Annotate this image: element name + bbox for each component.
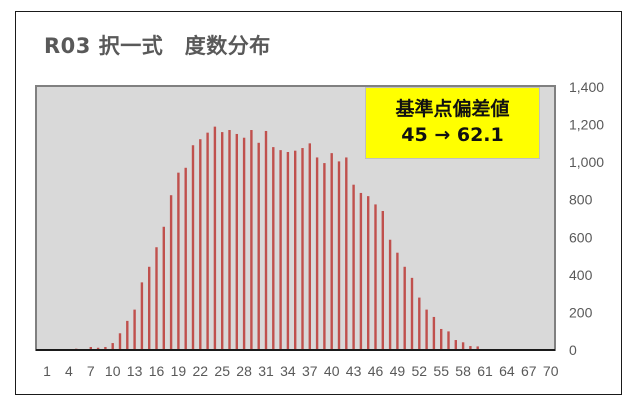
bar [221, 132, 224, 350]
y-tick-label: 1,000 [569, 154, 604, 170]
bar [476, 346, 479, 350]
x-tick-label: 34 [280, 363, 296, 379]
bar [345, 157, 348, 350]
bar [111, 343, 114, 350]
bar [148, 266, 151, 350]
bar [140, 282, 144, 350]
x-tick-label: 64 [499, 363, 515, 379]
bar [301, 148, 304, 350]
bar [96, 347, 100, 350]
bar [388, 239, 392, 350]
bar [454, 340, 457, 350]
x-tick-label: 28 [236, 363, 252, 379]
bar [359, 192, 363, 350]
chart-title: R03 択一式 度数分布 [44, 34, 271, 58]
bar [213, 126, 217, 350]
bar [199, 139, 202, 350]
y-tick-label: 0 [569, 342, 577, 358]
y-tick-label: 1,200 [569, 117, 604, 133]
bar [133, 309, 136, 350]
x-tick-label: 19 [171, 363, 187, 379]
bar [228, 130, 231, 350]
bar [315, 157, 319, 350]
bar [337, 161, 341, 350]
y-tick-label: 400 [569, 267, 593, 283]
bar [447, 331, 450, 350]
x-tick-label: 7 [87, 363, 95, 379]
bar [250, 130, 253, 350]
x-tick-label: 25 [214, 363, 230, 379]
bar [264, 130, 268, 350]
x-tick-label: 49 [390, 363, 406, 379]
bar [104, 346, 107, 350]
callout-value: 45 → 62.1 [401, 124, 504, 146]
x-tick-label: 4 [65, 363, 73, 379]
bar [235, 133, 238, 350]
x-tick-label: 16 [149, 363, 165, 379]
x-tick-label: 22 [193, 363, 209, 379]
bar [206, 132, 209, 350]
bar [330, 153, 333, 350]
x-tick-label: 58 [455, 363, 471, 379]
bar [461, 342, 465, 350]
bar [286, 152, 290, 350]
bar [396, 252, 399, 350]
bar [403, 266, 406, 350]
bar [162, 226, 165, 350]
x-tick-label: 37 [302, 363, 318, 379]
x-tick-label: 10 [105, 363, 121, 379]
x-tick-label: 70 [543, 363, 559, 379]
bar [257, 142, 260, 350]
bar [374, 204, 377, 350]
bar [410, 277, 414, 350]
y-tick-label: 800 [569, 192, 593, 208]
bar [381, 210, 384, 350]
bar [126, 320, 129, 350]
x-tick-label: 55 [433, 363, 449, 379]
y-tick-label: 1,400 [569, 79, 604, 95]
bars-group [67, 126, 487, 351]
x-tick-label: 31 [258, 363, 274, 379]
x-tick-label: 67 [521, 363, 537, 379]
callout-title: 基準点偏差値 [395, 98, 510, 120]
bar [118, 333, 122, 350]
bar [272, 147, 275, 350]
bar [440, 328, 443, 350]
bar [432, 316, 436, 350]
x-axis-labels: 1 4 7 10 13 16 19 22 25 28 31 34 37 40 43 46 49 52 55 58 61 6… [43, 363, 559, 379]
bar [89, 346, 92, 350]
bar [308, 143, 311, 350]
bar [177, 172, 180, 350]
bar [352, 184, 355, 350]
bar [279, 150, 282, 350]
bar [184, 167, 187, 350]
bar [469, 346, 472, 351]
bar [294, 150, 297, 350]
bar [367, 196, 370, 350]
bar [418, 297, 421, 350]
cutoff-score-callout: 基準点偏差値 45 → 62.1 [365, 87, 540, 159]
bar [242, 137, 246, 350]
x-tick-label: 46 [368, 363, 384, 379]
bar [191, 145, 195, 350]
bar [323, 163, 326, 350]
bar [425, 309, 428, 350]
bar [169, 195, 173, 350]
y-axis-labels: 0 200 400 600 800 1,000 1,200 1,400 [569, 79, 604, 358]
y-tick-label: 200 [569, 304, 593, 320]
x-tick-label: 1 [43, 363, 51, 379]
x-tick-label: 52 [412, 363, 428, 379]
x-tick-label: 43 [346, 363, 362, 379]
x-tick-label: 13 [127, 363, 143, 379]
x-tick-label: 61 [477, 363, 493, 379]
y-tick-label: 600 [569, 229, 593, 245]
x-tick-label: 40 [324, 363, 340, 379]
bar [155, 247, 158, 350]
